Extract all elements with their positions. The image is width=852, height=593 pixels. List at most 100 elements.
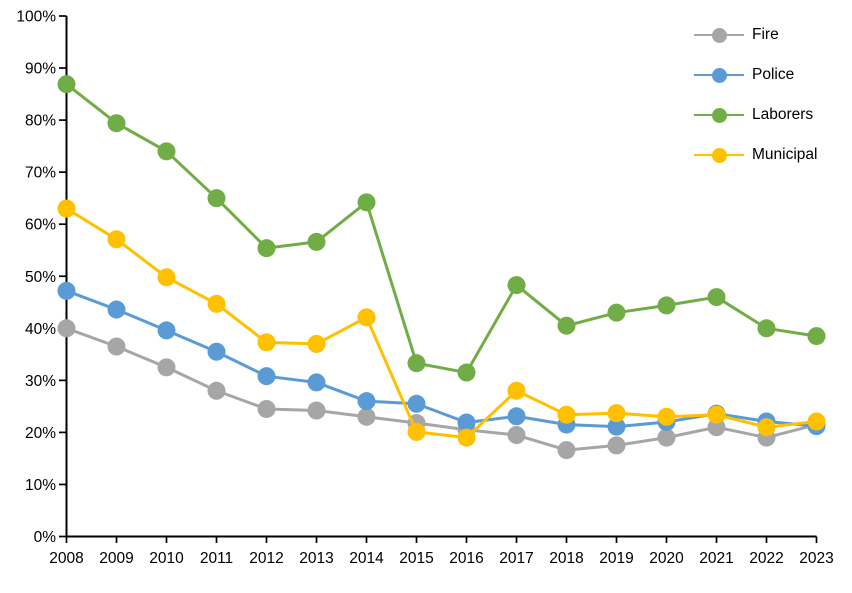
series-line-police [65, 289, 818, 429]
data-point-fire-2014 [357, 407, 376, 426]
x-axis-tick-label: 2017 [499, 550, 533, 567]
legend-label-fire: Fire [752, 26, 779, 43]
x-axis-tick-label: 2022 [749, 550, 783, 567]
x-axis-tick-label: 2013 [299, 550, 333, 567]
legend-label-police: Police [752, 66, 795, 83]
data-point-laborers-2015 [407, 354, 426, 373]
data-point-municipal-2014 [357, 308, 376, 327]
x-axis-tick-label: 2018 [549, 550, 583, 567]
legend-item-municipal: Municipal [694, 135, 817, 175]
y-axis-tick-label: 10% [25, 477, 56, 494]
data-point-fire-2019 [607, 436, 626, 455]
x-axis-tick-label: 2023 [799, 550, 833, 567]
data-point-municipal-2008 [57, 199, 76, 218]
data-point-municipal-2016 [457, 428, 476, 447]
y-axis-tick-label: 50% [25, 269, 56, 286]
x-axis-tick-label: 2011 [200, 550, 233, 567]
data-point-municipal-2013 [307, 334, 326, 353]
data-point-municipal-2018 [557, 405, 576, 424]
data-point-fire-2008 [57, 319, 76, 338]
data-point-municipal-2015 [407, 422, 426, 441]
series-line-municipal [65, 207, 818, 440]
data-point-laborers-2009 [107, 114, 126, 133]
series-line-fire [65, 326, 818, 452]
data-point-police-2019 [607, 417, 626, 436]
data-point-municipal-2022 [757, 418, 776, 437]
data-point-police-2014 [357, 392, 376, 411]
data-point-municipal-2019 [607, 404, 626, 423]
legend-label-laborers: Laborers [752, 106, 814, 123]
data-point-fire-2010 [157, 358, 176, 377]
data-point-police-2016 [457, 413, 476, 432]
data-point-municipal-2020 [657, 407, 676, 426]
y-axis-tick-label: 30% [25, 373, 56, 390]
data-point-laborers-2016 [457, 363, 476, 382]
fire-series-marker-icon [694, 27, 744, 43]
data-point-laborers-2022 [757, 319, 776, 338]
data-point-municipal-2021 [707, 405, 726, 424]
data-point-laborers-2019 [607, 303, 626, 322]
data-point-fire-2021 [707, 418, 726, 437]
y-axis-tick-label: 80% [25, 113, 56, 130]
data-point-police-2010 [157, 321, 176, 340]
data-point-fire-2018 [557, 441, 576, 460]
x-axis-tick-label: 2014 [349, 550, 384, 567]
data-point-municipal-2009 [107, 230, 126, 249]
x-axis-tick-label: 2020 [649, 550, 684, 567]
data-point-municipal-2012 [257, 333, 276, 352]
series-line-laborers [65, 82, 818, 375]
data-point-fire-2020 [657, 428, 676, 447]
y-axis-tick-label: 0% [34, 529, 57, 546]
x-axis-tick-label: 2019 [599, 550, 633, 567]
data-point-fire-2017 [507, 426, 526, 445]
data-point-laborers-2017 [507, 276, 526, 295]
x-axis-tick-label: 2009 [99, 550, 133, 567]
x-axis-tick-label: 2021 [699, 550, 733, 567]
data-point-laborers-2011 [207, 189, 226, 208]
data-point-police-2008 [57, 281, 76, 300]
data-point-fire-2009 [107, 337, 126, 356]
y-axis-tick-label: 100% [16, 9, 56, 26]
data-point-municipal-2010 [157, 268, 176, 287]
data-point-municipal-2017 [507, 381, 526, 400]
data-point-laborers-2012 [257, 239, 276, 258]
laborers-series-marker-icon [694, 107, 744, 123]
data-point-laborers-2018 [557, 316, 576, 335]
y-axis-tick-label: 70% [25, 165, 56, 182]
data-point-police-2017 [507, 407, 526, 426]
y-axis-tick-label: 60% [25, 217, 56, 234]
data-point-police-2015 [407, 394, 426, 413]
x-axis-tick-label: 2015 [399, 550, 433, 567]
data-point-laborers-2014 [357, 193, 376, 212]
x-axis-tick-label: 2016 [449, 550, 483, 567]
data-point-police-2011 [207, 342, 226, 361]
data-point-police-2012 [257, 367, 276, 386]
data-point-fire-2011 [207, 381, 226, 400]
data-point-laborers-2023 [807, 327, 826, 346]
x-axis-tick-label: 2012 [249, 550, 283, 567]
legend: Fire Police Laborers Municipal [694, 15, 817, 175]
data-point-laborers-2021 [707, 288, 726, 307]
y-axis-tick-label: 90% [25, 61, 56, 78]
legend-item-police: Police [694, 55, 817, 95]
data-point-laborers-2008 [57, 75, 76, 94]
police-series-marker-icon [694, 67, 744, 83]
y-axis-tick-label: 40% [25, 321, 56, 338]
data-point-municipal-2023 [807, 412, 826, 431]
data-point-fire-2012 [257, 399, 276, 418]
legend-label-municipal: Municipal [752, 146, 818, 163]
data-point-laborers-2010 [157, 142, 176, 161]
y-axis-tick-label: 20% [25, 425, 56, 442]
municipal-series-marker-icon [694, 147, 744, 163]
legend-item-laborers: Laborers [694, 95, 817, 135]
x-axis-tick-label: 2010 [149, 550, 184, 567]
data-point-police-2013 [307, 373, 326, 392]
legend-item-fire: Fire [694, 15, 817, 55]
data-point-police-2009 [107, 300, 126, 319]
data-point-fire-2013 [307, 401, 326, 420]
data-point-laborers-2013 [307, 232, 326, 251]
data-point-laborers-2020 [657, 296, 676, 315]
data-point-municipal-2011 [207, 294, 226, 313]
